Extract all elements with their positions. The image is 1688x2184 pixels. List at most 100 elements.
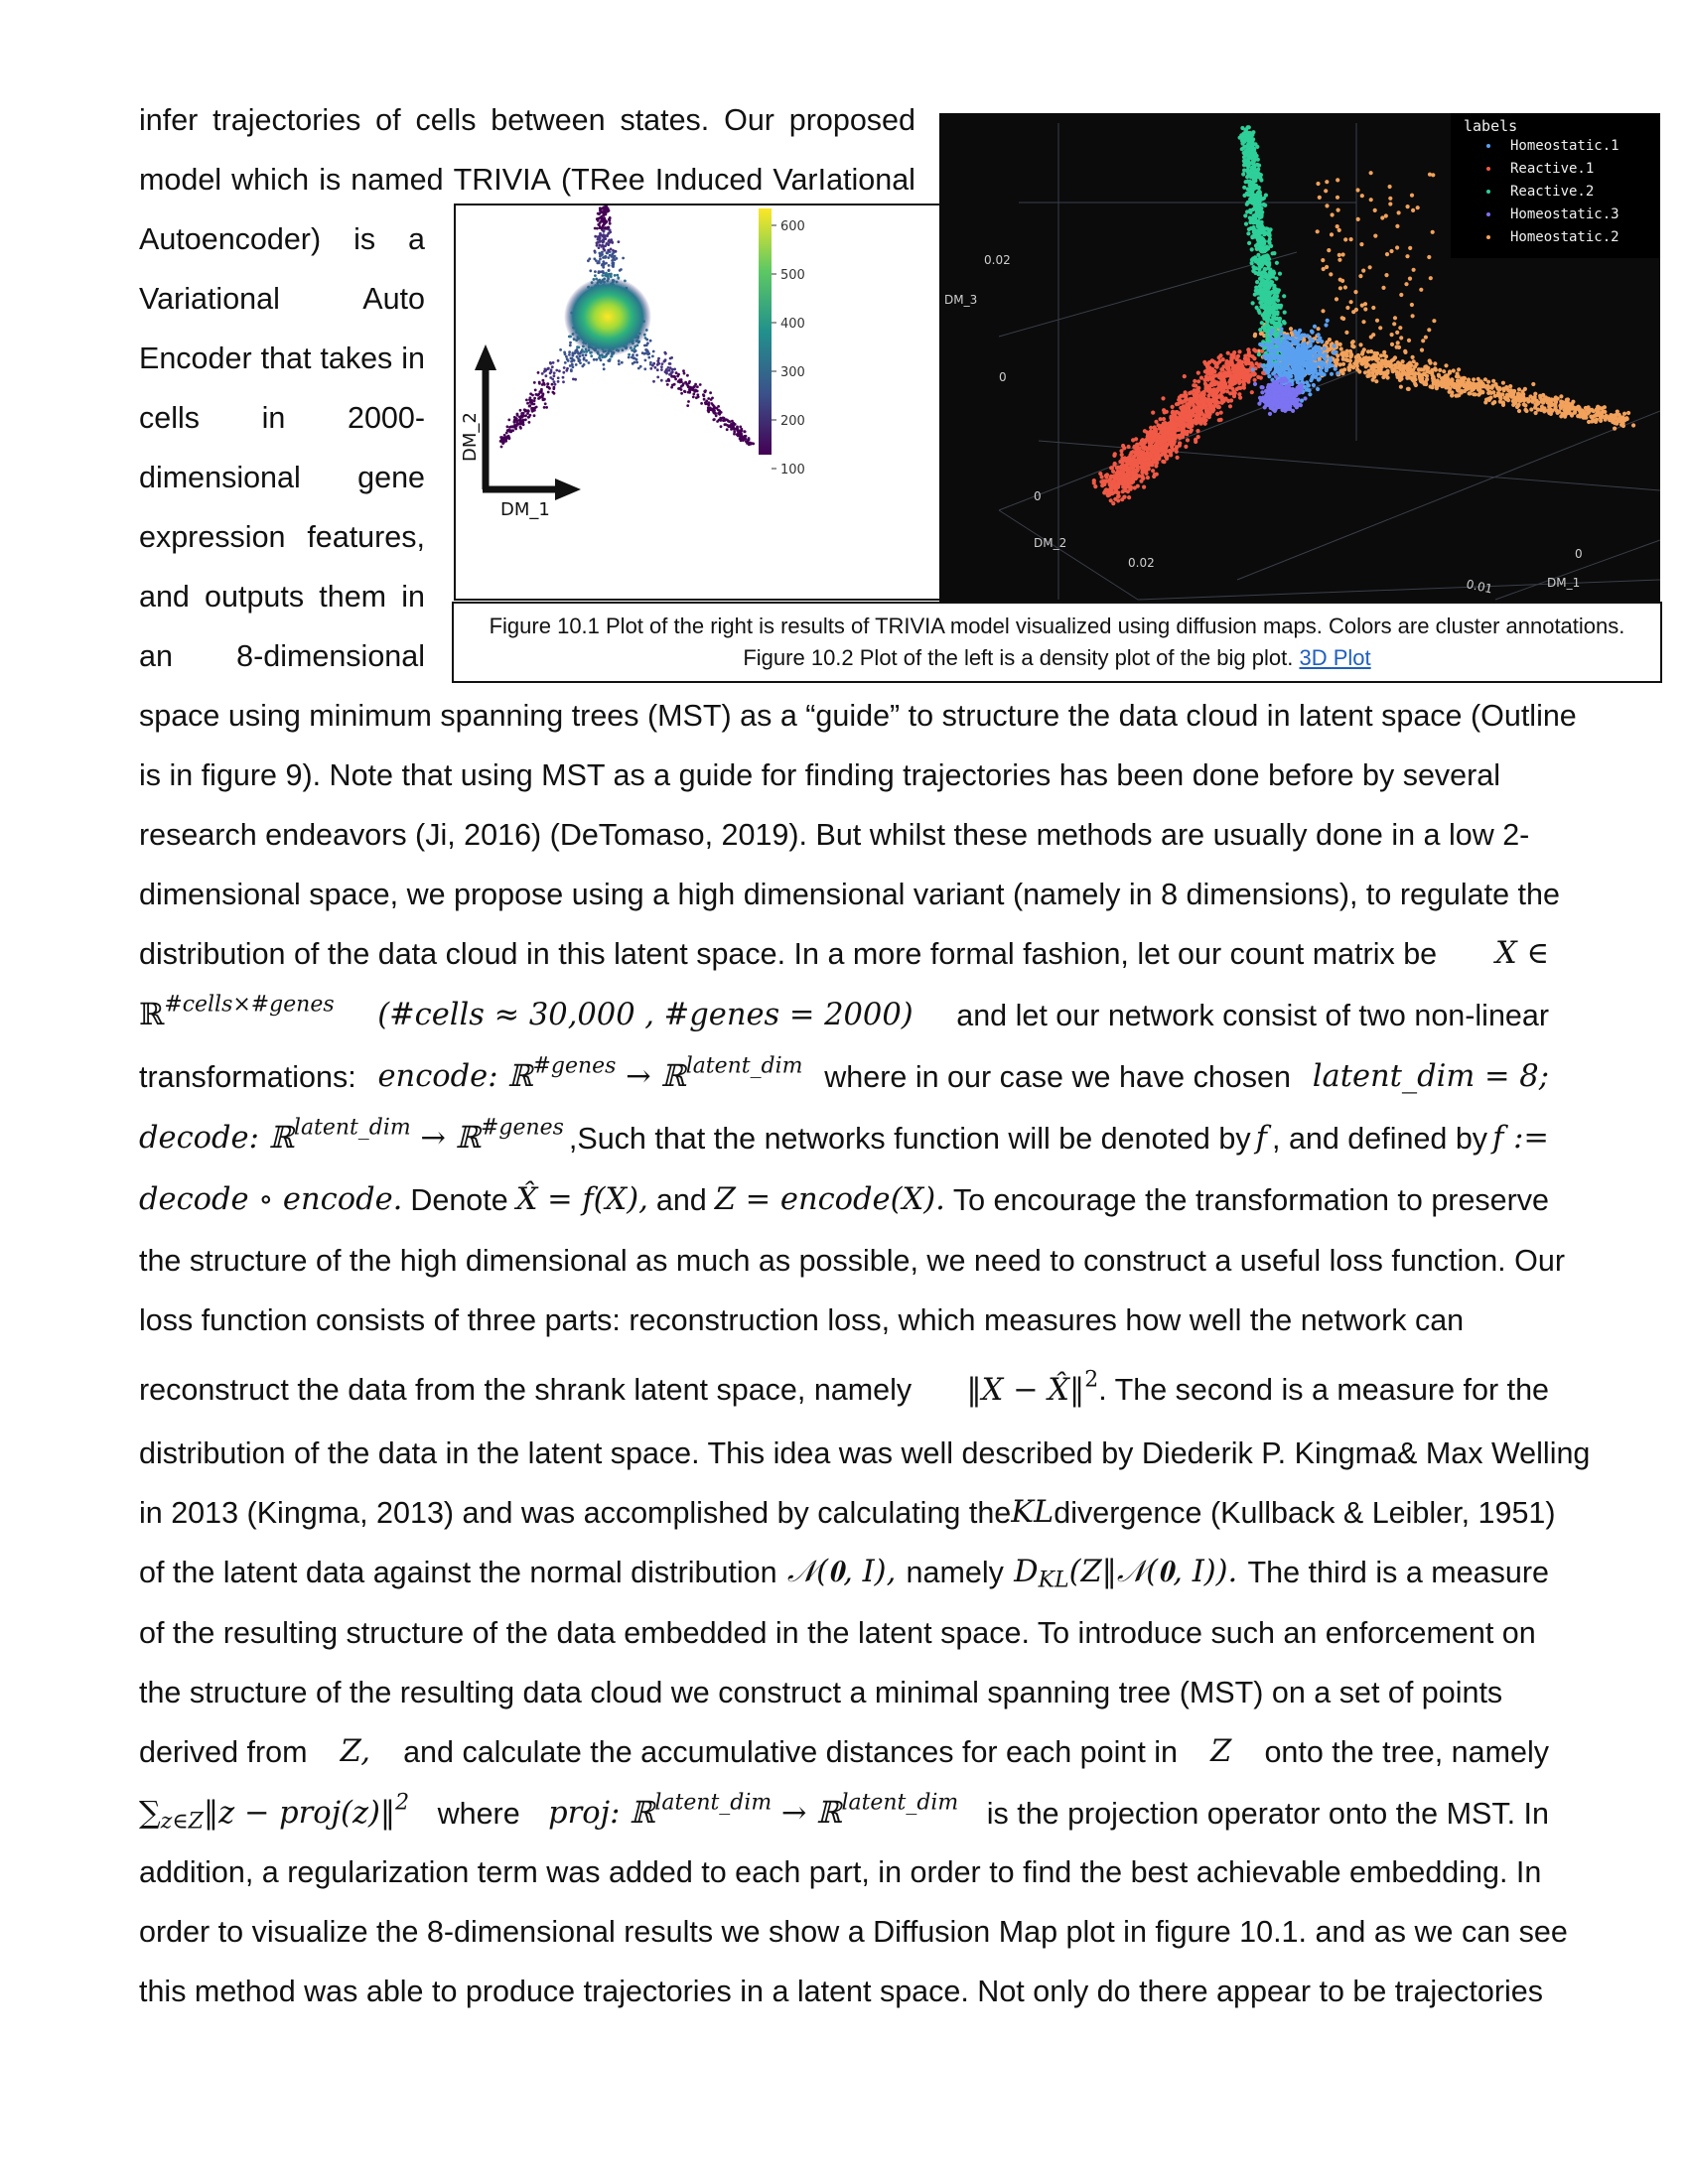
- y-tick-1: 0: [1034, 489, 1042, 503]
- cluster-point: [1241, 172, 1246, 177]
- cluster-point: [1320, 340, 1325, 344]
- density-point: [521, 418, 525, 422]
- density-point: [570, 359, 573, 363]
- density-point: [747, 438, 751, 442]
- cluster-point: [1311, 349, 1316, 355]
- cluster-scatter: [1091, 125, 1636, 506]
- density-point: [602, 260, 606, 263]
- density-point: [611, 259, 614, 262]
- cluster-point: [1249, 165, 1254, 170]
- cluster-point: [1225, 372, 1230, 377]
- cluster-point: [1174, 417, 1179, 422]
- cluster-point: [1370, 370, 1375, 375]
- density-point: [725, 428, 729, 432]
- cluster-point: [1270, 280, 1275, 285]
- cluster-point: [1413, 377, 1418, 382]
- cluster-point: [1558, 403, 1563, 408]
- cluster-point: [1253, 259, 1258, 264]
- cluster-point: [1431, 173, 1436, 178]
- cluster-point: [1187, 409, 1192, 414]
- cluster-point: [1260, 363, 1265, 368]
- cluster-point: [1289, 331, 1294, 336]
- density-point: [552, 380, 556, 384]
- cluster-point: [1497, 394, 1503, 400]
- density-point: [726, 424, 729, 427]
- cluster-point: [1224, 389, 1230, 394]
- density-point: [691, 388, 695, 392]
- cluster-point: [1109, 483, 1114, 488]
- cluster-point: [1346, 365, 1351, 370]
- cluster-point: [1449, 379, 1454, 385]
- cluster-point: [1271, 269, 1276, 274]
- density-point: [733, 432, 736, 436]
- cluster-point: [1277, 372, 1282, 377]
- word: Variational: [139, 282, 280, 316]
- cluster-point: [1261, 340, 1266, 344]
- cluster-point: [1255, 157, 1260, 162]
- cluster-point: [1405, 254, 1410, 259]
- cluster-point: [1330, 212, 1335, 217]
- cluster-point: [1244, 162, 1249, 168]
- cluster-point: [1533, 391, 1538, 396]
- word: Induced: [654, 163, 764, 197]
- cluster-point: [1211, 404, 1217, 409]
- cluster-point: [1184, 393, 1189, 398]
- word: in: [401, 580, 425, 614]
- cluster-point: [1250, 367, 1255, 372]
- cluster-point: [1265, 319, 1270, 324]
- density-point: [732, 426, 736, 429]
- cluster-point: [1338, 368, 1343, 373]
- cluster-point: [1322, 372, 1327, 377]
- cluster-point: [1219, 394, 1224, 400]
- density-point: [541, 394, 544, 398]
- cluster-point: [1617, 412, 1621, 417]
- word: that: [260, 341, 312, 375]
- density-point: [668, 372, 671, 376]
- cluster-point: [1266, 290, 1271, 295]
- cluster-point: [1308, 343, 1313, 348]
- cluster-point: [1191, 412, 1196, 417]
- word: dimensional: [139, 461, 301, 494]
- cluster-point: [1406, 338, 1412, 342]
- density-point: [519, 419, 523, 423]
- word: between: [491, 103, 606, 137]
- cluster-point: [1409, 193, 1415, 198]
- word: in: [401, 341, 425, 375]
- word: states.: [620, 103, 710, 137]
- cluster-point: [1275, 363, 1280, 368]
- cluster-point: [1241, 138, 1246, 143]
- density-point: [709, 398, 713, 401]
- cluster-point: [1258, 282, 1263, 287]
- cluster-point: [1600, 406, 1605, 411]
- cluster-point: [1107, 478, 1112, 482]
- cluster-point: [1210, 374, 1215, 380]
- cluster-point: [1395, 245, 1400, 250]
- cluster-point: [1317, 195, 1322, 200]
- cluster-point: [1554, 408, 1559, 413]
- cluster-point: [1319, 362, 1324, 367]
- density-point: [522, 408, 526, 412]
- cluster-point: [1220, 357, 1225, 362]
- cluster-point: [1236, 376, 1241, 381]
- cluster-point: [1257, 237, 1262, 242]
- cluster-point: [1293, 339, 1298, 344]
- cluster-point: [1580, 408, 1585, 413]
- cluster-point: [1470, 388, 1475, 393]
- density-point: [686, 385, 690, 389]
- cluster-point: [1229, 358, 1234, 363]
- word: of: [375, 103, 401, 137]
- cluster-point: [1127, 458, 1132, 463]
- cluster-point: [1263, 193, 1268, 198]
- cluster-point: [1444, 363, 1449, 368]
- cluster-point: [1132, 454, 1137, 459]
- cluster-point: [1303, 341, 1308, 346]
- cluster-point: [1314, 344, 1319, 349]
- cluster-point: [1487, 389, 1492, 395]
- density-point: [608, 238, 611, 242]
- density-point: [601, 274, 605, 277]
- cluster-point: [1271, 320, 1276, 325]
- density-point: [638, 364, 642, 368]
- cluster-point: [1218, 410, 1223, 415]
- cluster-point: [1333, 366, 1337, 371]
- cluster-point: [1383, 363, 1389, 368]
